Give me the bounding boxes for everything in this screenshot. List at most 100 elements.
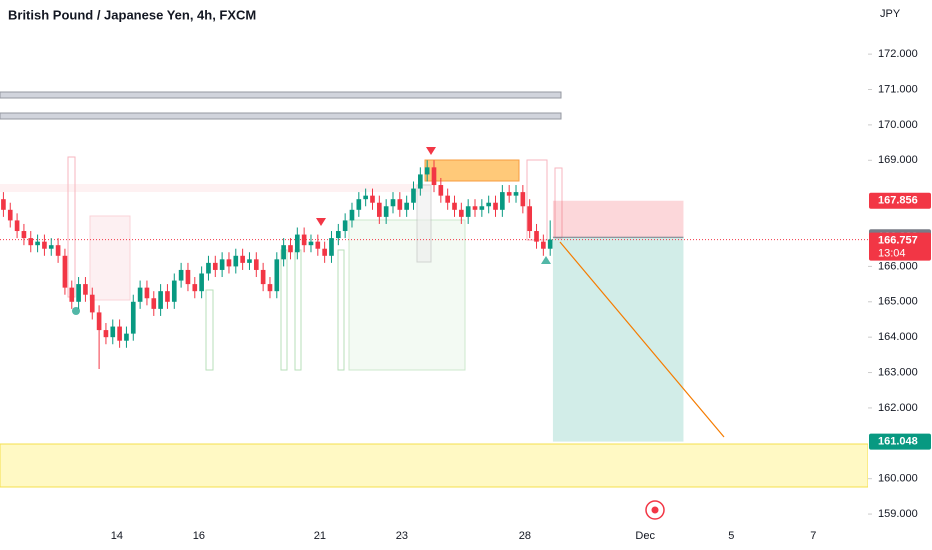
- candle-body: [281, 245, 286, 260]
- zone: [89, 215, 131, 301]
- candle-body: [212, 262, 218, 270]
- zone: [337, 249, 345, 371]
- candle-body: [308, 241, 314, 246]
- candle-body: [479, 206, 485, 210]
- candle-body: [267, 284, 273, 292]
- candle-body: [171, 280, 177, 302]
- candle-body: [158, 291, 163, 309]
- candle-body: [452, 202, 457, 210]
- zone: [424, 159, 520, 182]
- candle-body: [520, 192, 526, 207]
- candle-body: [486, 202, 492, 207]
- projection-line: [559, 241, 725, 438]
- marker: [426, 147, 436, 155]
- candle-body: [199, 273, 204, 292]
- candle-body: [233, 255, 239, 267]
- marker: [541, 256, 551, 264]
- candle-body: [301, 234, 307, 246]
- candle-body: [329, 238, 334, 256]
- x-tick-label: 21: [314, 530, 326, 542]
- chart-title: British Pound / Japanese Yen, 4h, FXCM: [8, 7, 256, 22]
- candle-body: [89, 294, 95, 313]
- candle-body: [459, 209, 464, 217]
- candle-body: [335, 231, 341, 239]
- zone: [0, 91, 562, 99]
- level-label: 166.757: [878, 235, 918, 247]
- candle-body: [35, 241, 40, 246]
- y-tick-label: 162.000: [878, 402, 918, 414]
- level-badge: [869, 232, 931, 261]
- zone: [416, 184, 432, 263]
- candle-body: [349, 209, 355, 221]
- candle-body: [117, 326, 122, 341]
- candle-body: [69, 287, 75, 302]
- candle-body: [42, 241, 47, 249]
- x-tick-label: 14: [111, 530, 123, 542]
- candle-body: [411, 188, 416, 203]
- candle-body: [288, 245, 293, 253]
- timer: 13:04: [878, 248, 906, 260]
- y-tick-label: 169.000: [878, 154, 918, 166]
- candle-body: [274, 259, 280, 292]
- marker: [645, 500, 665, 520]
- candle-body: [342, 220, 348, 232]
- y-tick-label: 166.000: [878, 260, 918, 272]
- candle-body: [165, 291, 170, 302]
- candle-body: [137, 287, 143, 302]
- x-tick-label: 16: [193, 530, 205, 542]
- candle-body: [185, 269, 191, 285]
- zone: [205, 289, 214, 371]
- zone: [554, 167, 563, 239]
- level-label: 167.856: [878, 195, 918, 207]
- zone: [280, 249, 288, 371]
- candle-body: [547, 239, 553, 249]
- candle-body: [192, 284, 198, 292]
- candle-body: [363, 195, 368, 200]
- candle-body: [322, 248, 327, 256]
- y-tick-label: 164.000: [878, 331, 918, 343]
- candle-body: [14, 220, 20, 232]
- candle-body: [110, 326, 116, 338]
- candle-body: [260, 269, 266, 285]
- candle-body: [48, 245, 54, 249]
- candle-body: [247, 259, 252, 263]
- y-tick-label: 160.000: [878, 473, 918, 485]
- candle-body: [506, 192, 512, 196]
- candle-body: [130, 301, 136, 334]
- y-tick-label: 170.000: [878, 119, 918, 131]
- x-tick-label: 5: [728, 530, 734, 542]
- plot: [0, 160, 868, 442]
- candle-body: [178, 269, 184, 281]
- candle-body: [76, 284, 81, 302]
- candle-body: [431, 167, 437, 186]
- level-label: 161.048: [878, 436, 918, 448]
- y-tick-label: 165.000: [878, 296, 918, 308]
- level-badge: [869, 192, 931, 209]
- candle-body: [376, 202, 382, 217]
- candle-body: [404, 202, 409, 210]
- candle-body: [253, 259, 259, 270]
- zone: [67, 156, 76, 298]
- candle-body: [28, 238, 34, 246]
- zone: [348, 219, 466, 371]
- candle-body: [383, 206, 389, 217]
- x-tick-label: 23: [396, 530, 408, 542]
- candle-body: [226, 259, 232, 267]
- candle-body: [62, 255, 68, 288]
- axis-unit: JPY: [880, 8, 901, 20]
- candle-body: [500, 192, 505, 210]
- candle-body: [472, 206, 478, 210]
- x-tick-label: 7: [810, 530, 816, 542]
- candle-body: [294, 234, 300, 253]
- candle-body: [21, 231, 27, 239]
- marker: [651, 506, 659, 514]
- candle-body: [424, 167, 430, 175]
- zone: [0, 184, 430, 192]
- candle-body: [493, 202, 498, 210]
- zone: [294, 249, 302, 371]
- candle-body: [83, 284, 88, 295]
- candle-body: [151, 298, 157, 309]
- y-tick-label: 172.000: [878, 48, 918, 60]
- marker: [72, 307, 80, 315]
